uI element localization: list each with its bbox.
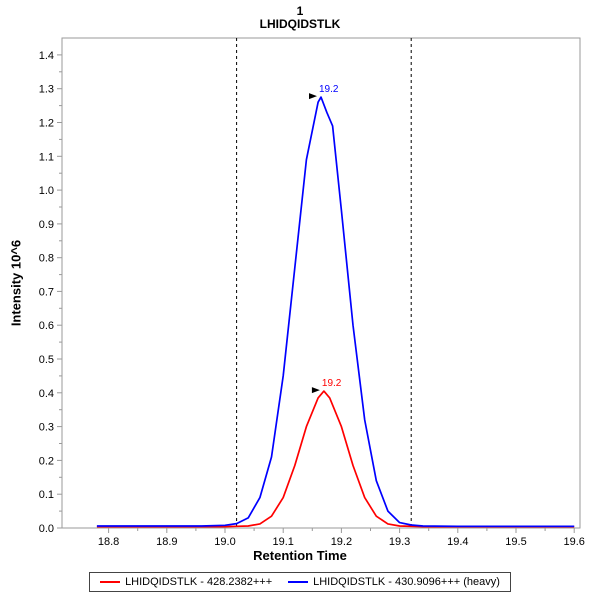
- peptide-title: LHIDQIDSTLK: [259, 17, 341, 31]
- y-tick-label: 0.1: [39, 489, 54, 501]
- peak-rt-annotation-light[interactable]: 19.2: [322, 378, 342, 389]
- y-tick-label: 0.8: [39, 253, 54, 265]
- y-tick-label: 0.9: [39, 219, 54, 231]
- x-tick-label: 19.3: [389, 536, 410, 548]
- legend-item-light: LHIDQIDSTLK - 428.2382+++: [100, 576, 272, 588]
- plot-frame: [61, 37, 581, 529]
- x-tick-label: 18.9: [156, 536, 177, 548]
- chromatogram-trace-heavy[interactable]: [96, 96, 575, 528]
- x-tick-label: 19.4: [447, 536, 468, 548]
- legend-label-heavy: LHIDQIDSTLK - 430.9096+++ (heavy): [313, 576, 500, 588]
- x-axis-label: Retention Time: [253, 548, 347, 563]
- y-tick-label: 1.2: [39, 118, 54, 130]
- y-tick-label: 1.3: [39, 84, 54, 96]
- chromatogram-trace-light[interactable]: [96, 390, 575, 528]
- peak-rt-annotation-heavy[interactable]: 19.2: [319, 84, 339, 95]
- y-tick-label: 0.2: [39, 455, 54, 467]
- legend-line-swatch-red: [100, 581, 121, 583]
- x-tick-label: 19.2: [331, 536, 352, 548]
- x-tick-label: 19.5: [505, 536, 526, 548]
- y-tick-label: 0.3: [39, 422, 54, 434]
- x-tick-label: 19.1: [272, 536, 293, 548]
- y-tick-label: 0.0: [39, 523, 54, 535]
- y-tick-label: 1.4: [39, 50, 54, 62]
- y-tick-label: 0.6: [39, 320, 54, 332]
- legend-item-heavy: LHIDQIDSTLK - 430.9096+++ (heavy): [288, 576, 500, 588]
- peak-arrow-icon: [309, 93, 317, 100]
- legend-line-swatch-blue: [288, 581, 309, 583]
- peak-arrow-icon: [311, 387, 320, 394]
- legend-box: LHIDQIDSTLK - 428.2382+++ LHIDQIDSTLK - …: [89, 572, 511, 592]
- x-tick-label: 19.6: [563, 536, 584, 548]
- replicate-title: 1: [296, 4, 304, 18]
- x-tick-label: 18.8: [98, 536, 119, 548]
- y-tick-label: 1.0: [39, 185, 54, 197]
- y-tick-label: 0.7: [39, 286, 54, 298]
- y-tick-label: 1.1: [39, 151, 54, 163]
- y-tick-label: 0.4: [39, 388, 54, 400]
- legend-label-light: LHIDQIDSTLK - 428.2382+++: [125, 576, 273, 588]
- y-tick-label: 0.5: [39, 354, 54, 366]
- chromatogram-plot[interactable]: 18.8 18.9 19.0 19.1 19.2 19.3 19.4 19.5 19.6 0.0 0…: [0, 34, 600, 560]
- x-tick-label: 19.0: [214, 536, 235, 548]
- legend: LHIDQIDSTLK - 428.2382+++ LHIDQIDSTLK - …: [0, 570, 600, 592]
